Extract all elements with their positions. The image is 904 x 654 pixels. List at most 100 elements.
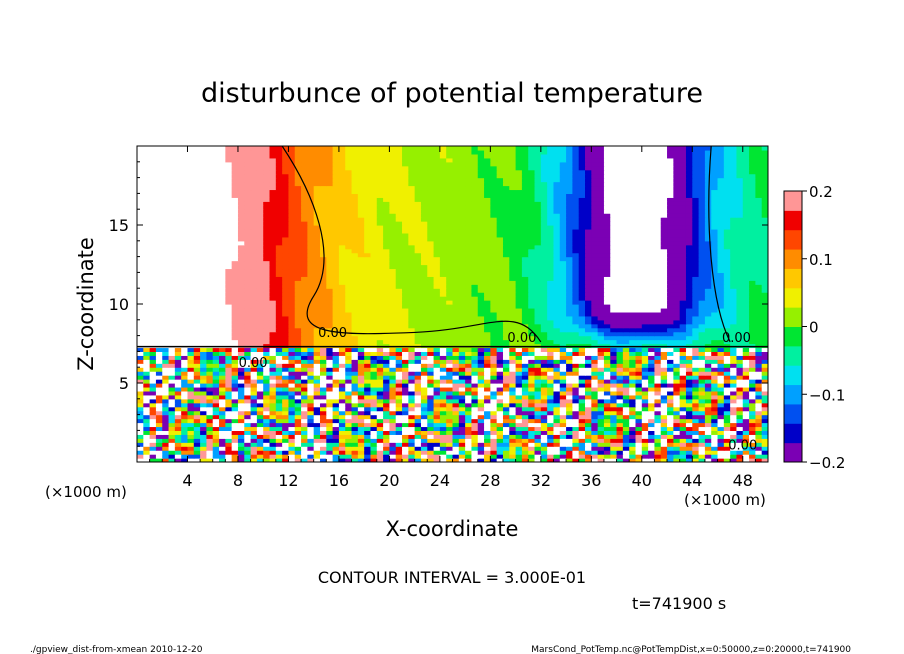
heatmap-cell (149, 359, 157, 364)
heatmap-cell (528, 264, 536, 270)
heatmap-cell (282, 367, 290, 372)
heatmap-cell (761, 335, 768, 341)
heatmap-cell (307, 315, 315, 321)
heatmap-cell (219, 264, 226, 270)
heatmap-cell (578, 300, 586, 305)
heatmap-cell (326, 438, 334, 443)
heatmap-cell (698, 300, 706, 305)
heatmap-cell (370, 272, 378, 277)
heatmap-cell (269, 319, 277, 325)
heatmap-cell (616, 363, 624, 368)
heatmap-cell (263, 276, 271, 281)
heatmap-cell (755, 406, 763, 412)
heatmap-cell (225, 375, 233, 380)
heatmap-cell (553, 418, 561, 424)
heatmap-cell (730, 276, 738, 281)
heatmap-cell (282, 414, 290, 420)
heatmap-cell (610, 438, 618, 443)
heatmap-cell (231, 319, 239, 325)
heatmap-cell (351, 398, 359, 404)
heatmap-cell (433, 414, 441, 420)
heatmap-cell (559, 351, 567, 356)
heatmap-cell (219, 296, 226, 301)
heatmap-cell (509, 272, 517, 277)
heatmap-cell (319, 390, 327, 396)
heatmap-cell (673, 355, 681, 360)
heatmap-cell (174, 264, 182, 270)
heatmap-cell (402, 355, 409, 360)
heatmap-cell (648, 379, 656, 384)
heatmap-cell (326, 394, 334, 400)
heatmap-cell (427, 284, 435, 289)
heatmap-cell (168, 458, 176, 462)
heatmap-cell (471, 292, 479, 297)
heatmap-cell (420, 418, 428, 424)
heatmap-cell (742, 272, 750, 277)
heatmap-cell (553, 331, 561, 337)
heatmap-cell (673, 280, 681, 285)
heatmap-cell (143, 347, 151, 352)
heatmap-cell (395, 394, 403, 400)
heatmap-cell (389, 343, 397, 349)
heatmap-cell (433, 363, 441, 368)
heatmap-cell (288, 402, 296, 408)
heatmap-cell (256, 426, 264, 431)
heatmap-cell (231, 402, 239, 408)
heatmap-cell (471, 315, 479, 321)
heatmap-cell (736, 442, 744, 447)
heatmap-cell (603, 331, 611, 337)
heatmap-cell (250, 363, 258, 368)
heatmap-cell (566, 414, 573, 420)
heatmap-cell (193, 300, 201, 305)
heatmap-cell (420, 446, 428, 451)
heatmap-cell (749, 315, 756, 321)
heatmap-cell (402, 327, 409, 333)
heatmap-cell (313, 296, 321, 301)
heatmap-cell (490, 402, 498, 408)
heatmap-cell (591, 300, 599, 305)
heatmap-cell (364, 304, 372, 309)
heatmap-cell (591, 363, 599, 368)
heatmap-cell (313, 300, 321, 305)
heatmap-cell (723, 315, 731, 321)
heatmap-cell (168, 454, 176, 459)
heatmap-cell (364, 355, 372, 360)
heatmap-cell (742, 390, 750, 396)
heatmap-cell (149, 304, 157, 309)
heatmap-cell (294, 276, 302, 281)
heatmap-cell (446, 300, 454, 305)
heatmap-cell (155, 450, 163, 455)
heatmap-cell (654, 276, 662, 281)
heatmap-cell (250, 284, 258, 289)
heatmap-cell (288, 438, 296, 443)
heatmap-cell (660, 371, 668, 376)
heatmap-cell (667, 335, 674, 341)
heatmap-cell (471, 410, 479, 416)
heatmap-cell (408, 402, 416, 408)
heatmap-cell (301, 458, 308, 462)
heatmap-cell (206, 319, 214, 325)
heatmap-cell (231, 414, 239, 420)
heatmap-cell (484, 386, 491, 392)
heatmap-cell (711, 339, 719, 345)
heatmap-cell (244, 418, 252, 424)
heatmap-cell (742, 276, 750, 281)
heatmap-cell (616, 379, 624, 384)
heatmap-cell (402, 339, 409, 345)
heatmap-cell (585, 323, 592, 329)
heatmap-cell (269, 280, 277, 285)
heatmap-cell (603, 367, 611, 372)
heatmap-cell (313, 418, 321, 424)
heatmap-cell (427, 331, 435, 337)
heatmap-cell (282, 390, 290, 396)
heatmap-cell (471, 458, 479, 462)
heatmap-cell (484, 375, 491, 380)
heatmap-cell (540, 268, 548, 273)
heatmap-cell (370, 359, 378, 364)
heatmap-cell (730, 339, 738, 345)
heatmap-cell (717, 426, 725, 431)
heatmap-cell (603, 454, 611, 459)
heatmap-cell (206, 311, 214, 317)
heatmap-cell (641, 458, 649, 462)
heatmap-cell (237, 383, 245, 388)
